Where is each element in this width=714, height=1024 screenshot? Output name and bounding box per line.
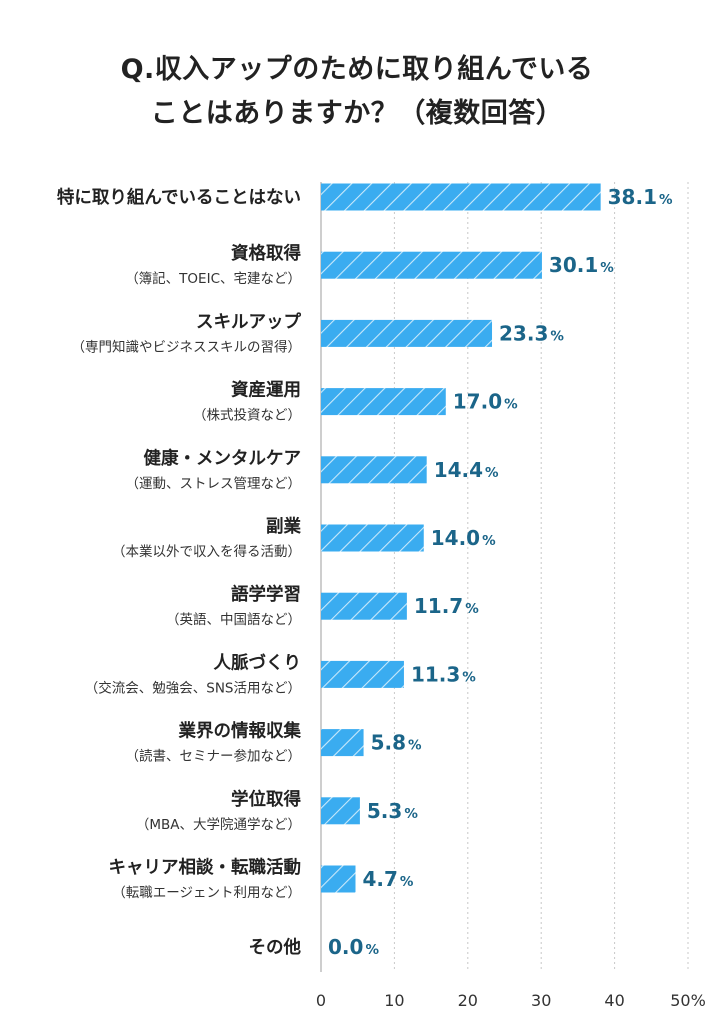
value-label: 23.3% <box>499 321 564 345</box>
value-unit: % <box>504 397 518 413</box>
chart-title: Q.収入アップのために取り組んでいる ことはありますか？（複数回答） <box>0 48 714 136</box>
value-number: 11.7 <box>414 594 463 618</box>
category-note: （本業以外で収入を得る活動） <box>112 543 301 560</box>
value-label: 17.0% <box>453 390 518 414</box>
bar <box>321 319 493 347</box>
category-label: 語学学習 <box>231 584 301 605</box>
value-unit: % <box>408 738 422 754</box>
value-number: 17.0 <box>453 390 502 414</box>
bar <box>321 524 424 552</box>
bar <box>321 388 446 416</box>
value-number: 11.3 <box>411 662 460 686</box>
value-unit: % <box>462 669 476 685</box>
value-label: 4.7% <box>362 867 413 891</box>
bar <box>321 592 407 620</box>
value-unit: % <box>365 942 379 958</box>
x-tick-label: 20 <box>458 991 478 1010</box>
category-label: 資格取得 <box>231 243 301 264</box>
value-label: 5.8% <box>371 731 422 755</box>
bar <box>321 729 364 757</box>
x-tick-label: 40 <box>604 991 624 1010</box>
value-unit: % <box>465 601 479 617</box>
category-label: 学位取得 <box>231 789 301 810</box>
category-label: 人脈づくり <box>214 652 302 673</box>
value-unit: % <box>400 874 414 890</box>
value-unit: % <box>404 806 418 822</box>
category-label: 副業 <box>266 516 301 537</box>
bar <box>321 251 542 279</box>
value-number: 30.1 <box>549 253 598 277</box>
x-axis-ticks: 0 10 20 30 40 50% <box>316 991 706 1010</box>
category-label: 特に取り組んでいることはない <box>57 187 301 208</box>
category-note: （運動、ストレス管理など） <box>126 476 302 492</box>
category-note: （専門知識やビジネススキルの習得） <box>72 338 302 355</box>
x-tick-label: 30 <box>531 991 551 1010</box>
bar <box>321 865 356 893</box>
category-note: （英語、中国語など） <box>166 611 301 628</box>
value-unit: % <box>485 465 499 481</box>
category-note: （交流会、勉強会、SNS活用など） <box>85 679 301 696</box>
bar <box>321 797 360 825</box>
value-number: 5.8 <box>371 731 406 755</box>
value-number: 5.3 <box>367 799 402 823</box>
value-number: 0.0 <box>328 935 363 959</box>
x-tick-label: 50% <box>670 991 706 1010</box>
value-unit: % <box>600 260 614 276</box>
category-label: 資産運用 <box>231 380 301 401</box>
value-number: 38.1 <box>608 185 657 209</box>
x-tick-label: 10 <box>384 991 404 1010</box>
chart-title-line-1: Q.収入アップのために取り組んでいる <box>120 54 594 85</box>
value-label: 14.0% <box>431 526 496 550</box>
value-number: 14.4 <box>434 458 483 482</box>
category-label: キャリア相談・転職活動 <box>109 857 302 878</box>
x-tick-label: 0 <box>316 991 326 1010</box>
category-label: 健康・メンタルケア <box>144 448 302 469</box>
category-note: （MBA、大学院通学など） <box>136 817 301 833</box>
bar <box>321 456 427 484</box>
bars: 38.1 %30.1 %23.3 %17.0 %14.4 %14.0 %11.7 %11.3%… <box>321 183 673 959</box>
value-number: 23.3 <box>499 321 548 345</box>
category-note: （転職エージェント利用など） <box>112 885 301 901</box>
chart-title-line-2: ことはありますか？（複数回答） <box>150 98 564 129</box>
value-number: 4.7 <box>362 867 397 891</box>
category-label: スキルアップ <box>196 311 301 332</box>
category-label: 業界の情報収集 <box>178 721 302 742</box>
value-label: 5.3% <box>367 799 418 823</box>
value-unit: % <box>482 533 496 549</box>
value-number: 14.0 <box>431 526 480 550</box>
value-unit: % <box>659 192 673 208</box>
bar <box>321 660 404 688</box>
value-label: 38.1% <box>608 185 673 209</box>
value-label: 30.1% <box>549 253 614 277</box>
category-note: （株式投資など） <box>193 408 301 424</box>
category-note: （簿記、TOEIC、宅建など） <box>125 270 301 287</box>
value-unit: % <box>550 328 564 344</box>
category-note: （読書、セミナー参加など） <box>126 748 302 765</box>
value-label: 11.7% <box>414 594 479 618</box>
value-label: 14.4% <box>434 458 499 482</box>
grid-lines <box>320 182 689 972</box>
category-label: その他 <box>249 937 302 958</box>
bar <box>321 183 601 211</box>
value-label: 11.3% <box>411 662 476 686</box>
value-label: 0.0% <box>328 935 379 959</box>
